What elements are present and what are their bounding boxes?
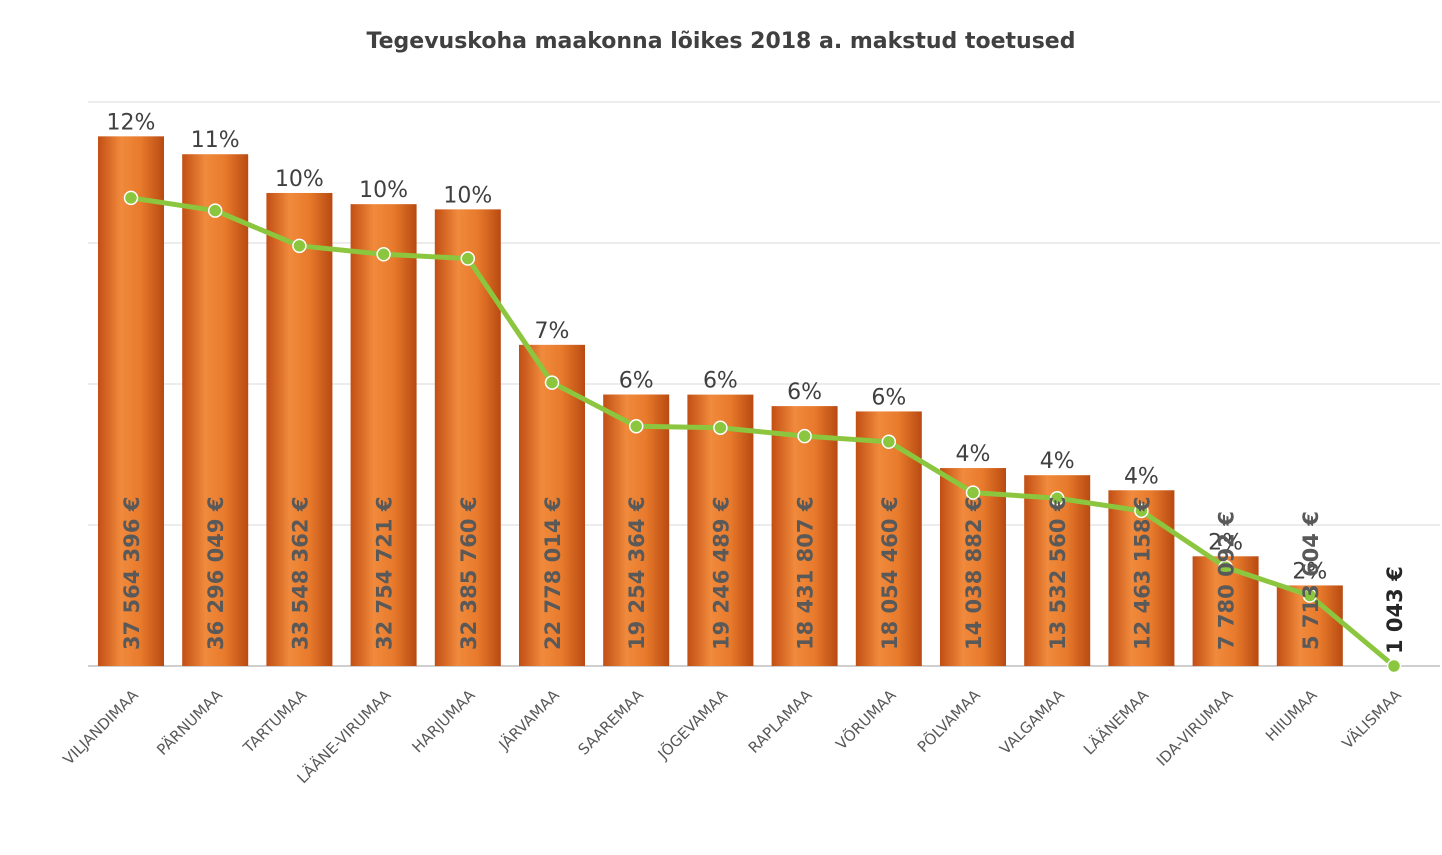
- percent-label: 10%: [359, 178, 408, 203]
- bar: [519, 344, 585, 666]
- percent-label: 2%: [1208, 530, 1243, 555]
- category-label: SAAREMAA: [575, 686, 648, 759]
- data-labels: 12% 37 564 396 € 11% 36 296 049 € 10% 33 548 …: [107, 110, 1407, 654]
- bar: [940, 468, 1006, 666]
- value-label: 19 254 364 €: [625, 497, 649, 650]
- category-label: VÕRUMAA: [832, 685, 900, 753]
- bar: [98, 136, 164, 666]
- bar: [350, 204, 417, 666]
- category-label: IDA-VIRUMAA: [1153, 686, 1237, 770]
- trend-point: [713, 420, 728, 435]
- category-label: PÄRNUMAA: [153, 685, 227, 759]
- value-label: 33 548 362 €: [288, 497, 312, 650]
- category-label: HIIUMAA: [1262, 686, 1321, 745]
- value-label: 13 532 560 €: [1046, 497, 1070, 650]
- trend-point: [797, 428, 812, 444]
- category-label: LÄÄNEMAA: [1079, 685, 1153, 759]
- percent-label: 7%: [535, 319, 570, 344]
- category-label: HARJUMAA: [408, 686, 479, 757]
- value-label: 14 038 882 €: [962, 497, 986, 650]
- trend-point: [376, 247, 391, 262]
- trend-point: [1134, 503, 1149, 519]
- value-label: 22 778 014 €: [541, 497, 565, 650]
- trend-point: [1049, 490, 1065, 506]
- bar: [1108, 490, 1175, 666]
- trend-point: [1218, 560, 1233, 575]
- value-label: 32 385 760 €: [457, 497, 481, 650]
- category-label: TARTUMAA: [239, 686, 311, 758]
- percent-label: 10%: [443, 183, 492, 208]
- category-label: VILJANDIMAA: [59, 686, 142, 769]
- percent-label: 12%: [107, 110, 156, 135]
- bar: [687, 394, 754, 666]
- trend-point: [292, 238, 307, 254]
- trend-point: [965, 485, 981, 500]
- trend-point: [207, 203, 223, 218]
- value-label: 1 043 €: [1383, 566, 1407, 654]
- value-label: 7 780 092 €: [1215, 511, 1239, 650]
- value-label: 12 463 158 €: [1130, 497, 1154, 650]
- value-label: 32 754 721 €: [373, 497, 397, 650]
- bar: [771, 406, 838, 666]
- percent-label: 6%: [787, 380, 822, 405]
- chart-title: Tegevuskoha maakonna lõikes 2018 a. maks…: [367, 29, 1076, 54]
- value-label: 18 054 460 €: [878, 497, 902, 650]
- category-label: VALGAMAA: [996, 686, 1068, 758]
- value-label: 36 296 049 €: [204, 497, 228, 650]
- bar: [182, 154, 249, 666]
- trend-point: [1302, 588, 1318, 603]
- percent-label: 6%: [871, 385, 906, 410]
- percent-label: 4%: [1040, 449, 1075, 474]
- percent-label: 6%: [703, 369, 738, 394]
- category-label: RAPLAMAA: [745, 686, 816, 757]
- percent-label: 2%: [1292, 559, 1327, 584]
- value-label: 5 713 604 €: [1299, 511, 1323, 650]
- trend-point: [123, 190, 139, 206]
- value-label: 18 431 807 €: [794, 497, 818, 650]
- trend-point: [1386, 658, 1402, 674]
- trend-line: [123, 190, 1402, 674]
- category-label: PÕLVAMAA: [913, 685, 984, 756]
- percent-label: 10%: [275, 167, 324, 192]
- category-labels: VILJANDIMAA PÄRNUMAA TARTUMAALÄÄNE-VIRUMAA…: [59, 685, 1405, 787]
- trend-point: [460, 251, 476, 266]
- percent-label: 4%: [956, 442, 991, 467]
- trend-line-path: [130, 195, 1396, 668]
- bars: [98, 136, 1343, 667]
- trend-point: [544, 375, 560, 390]
- bar: [1024, 475, 1091, 666]
- category-label: JÕGEVAMAA: [653, 685, 732, 764]
- value-label: 19 246 489 €: [709, 497, 733, 650]
- trend-point: [628, 419, 644, 434]
- percent-label: 4%: [1124, 464, 1159, 489]
- category-label: JÄRVAMAA: [494, 685, 563, 754]
- percent-label: 6%: [619, 369, 654, 394]
- bar: [603, 394, 670, 666]
- trend-point: [881, 434, 897, 450]
- percent-label: 11%: [191, 128, 240, 153]
- bar: [266, 192, 333, 667]
- category-label: VÄLISMAA: [1338, 685, 1406, 753]
- value-label: 37 564 396 €: [120, 497, 144, 650]
- bar: [434, 209, 501, 666]
